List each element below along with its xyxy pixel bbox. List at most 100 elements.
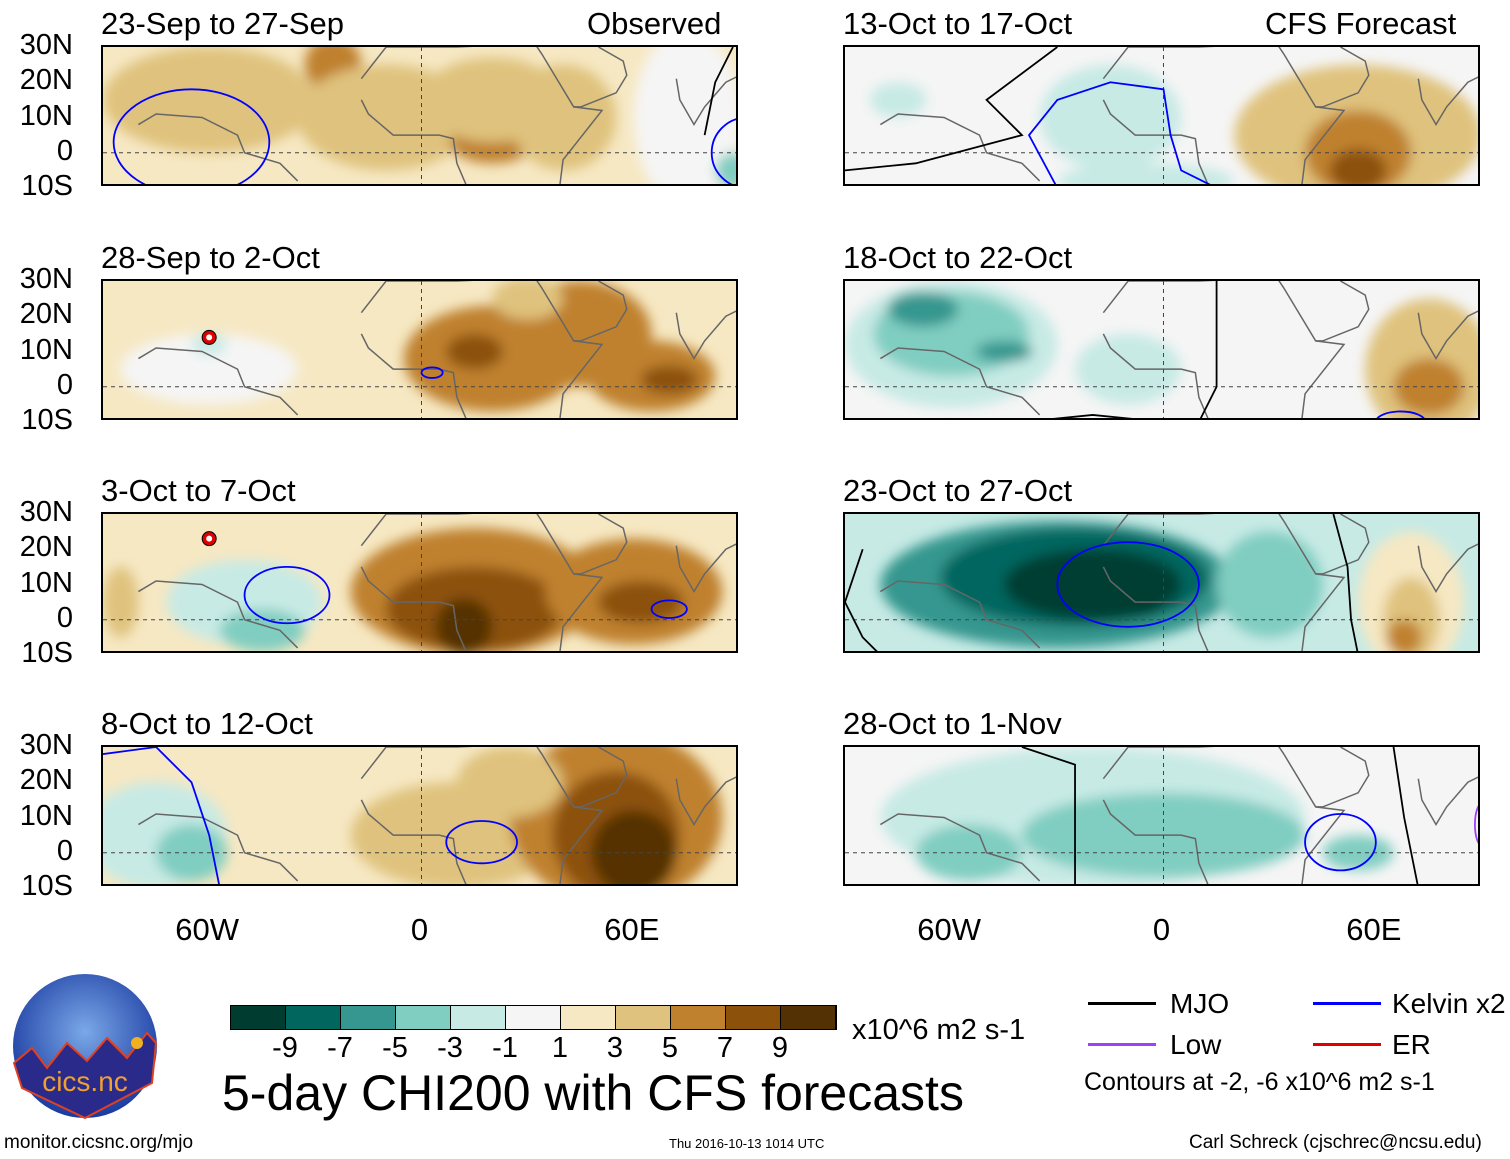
coastline [573, 514, 628, 575]
lat-label: 0 [56, 368, 73, 401]
coastline [1417, 543, 1478, 594]
colorbar-tick-label: -7 [327, 1032, 353, 1064]
coastline [1417, 76, 1478, 127]
panel-title: 23-Sep to 27-Sep [101, 6, 345, 41]
colorbar-swatch [396, 1006, 451, 1029]
panel-title: 3-Oct to 7-Oct [101, 473, 296, 508]
colorbar-tick-label: -1 [492, 1032, 518, 1064]
coastline [675, 310, 736, 361]
anomaly-region [103, 47, 316, 153]
map-panel [101, 512, 738, 653]
colorbar-swatch [451, 1006, 506, 1029]
map-panel [843, 745, 1480, 886]
coastline [1417, 776, 1478, 827]
coastline [1102, 566, 1209, 651]
mjo-contour [1053, 414, 1133, 418]
colorbar-swatch [506, 1006, 561, 1029]
coastline [880, 113, 1041, 182]
panel-title: 13-Oct to 17-Oct [843, 6, 1073, 41]
coastline [360, 281, 604, 418]
lat-label: 10N [19, 566, 73, 599]
lat-label: 20N [19, 298, 73, 331]
figure-title: 5-day CHI200 with CFS forecasts [222, 1065, 964, 1121]
coastline [138, 813, 299, 882]
coastline [1102, 99, 1209, 184]
anomaly-region [591, 810, 677, 884]
coastline [675, 543, 736, 594]
coastline [573, 747, 628, 808]
coastline [360, 799, 467, 884]
anomaly-region [640, 365, 698, 394]
coastline [1315, 47, 1370, 108]
colorbar-tick-label: 3 [606, 1032, 624, 1064]
lat-label: 0 [56, 134, 73, 167]
lon-label: 0 [1152, 912, 1171, 947]
coastline [360, 99, 467, 184]
mjo-legend-label: MJO [1170, 988, 1230, 1019]
coastline [138, 113, 299, 182]
kelvin-legend-line [1313, 1002, 1381, 1005]
lat-label: 10S [21, 170, 73, 202]
lat-label: 30N [19, 496, 73, 528]
low-contour [1474, 805, 1478, 844]
lat-label: 10S [21, 637, 73, 669]
lon-label: 60W [917, 912, 982, 947]
kelvin-contour [103, 747, 220, 884]
coastline [880, 813, 1041, 882]
coastline [573, 47, 628, 108]
coastline [1102, 514, 1346, 651]
coastline [675, 776, 736, 827]
kelvin-contour [710, 118, 736, 184]
er-legend-line [1313, 1043, 1381, 1046]
lat-label: 10N [19, 99, 73, 132]
footer-url[interactable]: monitor.cicsnc.org/mjo [4, 1132, 194, 1153]
colorbar-swatch [671, 1006, 726, 1029]
mjo-contour [703, 47, 734, 136]
observed-label: Observed [587, 6, 722, 41]
coastline [1102, 47, 1346, 184]
lat-label: 10S [21, 404, 73, 436]
anomaly-region [435, 598, 493, 651]
coastline [880, 347, 1041, 416]
anomaly-region [1329, 149, 1387, 184]
anomaly-region [1039, 64, 1182, 171]
colorbar-swatch [286, 1006, 341, 1029]
anomaly-region [492, 281, 564, 320]
lat-label: 0 [56, 834, 73, 867]
anomaly-region [869, 82, 927, 118]
colorbar-swatch [341, 1006, 396, 1029]
kelvin-contour [445, 820, 518, 865]
mjo-contour [845, 47, 1058, 172]
anomaly-region [887, 291, 959, 327]
tropical-storm-icon [201, 531, 217, 547]
colorbar-units: x10^6 m2 s-1 [852, 1014, 1026, 1046]
kelvin-contour [650, 599, 688, 619]
kelvin-contour [1376, 410, 1425, 418]
forecast-label: CFS Forecast [1265, 6, 1457, 41]
map-panel [843, 279, 1480, 420]
coastline [360, 747, 604, 884]
lon-label: 0 [410, 912, 429, 947]
footer-author: Carl Schreck (cjschrec@ncsu.edu) [1189, 1132, 1482, 1153]
colorbar-tick-label: 5 [661, 1032, 679, 1064]
map-panel [101, 279, 738, 420]
mjo-contour [1392, 747, 1419, 884]
anomaly-region [1386, 619, 1422, 651]
coastline [1315, 514, 1370, 575]
coastline [1102, 747, 1346, 884]
colorbar-tick-label: -3 [437, 1032, 463, 1064]
coastline [360, 514, 604, 651]
mjo-contour [1199, 281, 1218, 418]
map-panel [843, 45, 1480, 186]
coastline [573, 281, 628, 342]
colorbar-tick-label: -9 [272, 1032, 298, 1064]
colorbar [230, 1005, 837, 1030]
map-panel [843, 512, 1480, 653]
coastline [1102, 799, 1209, 884]
lat-label: 0 [56, 601, 73, 634]
kelvin-contour [1056, 541, 1200, 628]
coastline [1417, 310, 1478, 361]
lat-label: 10N [19, 333, 73, 366]
colorbar-tick-label: 9 [771, 1032, 789, 1064]
